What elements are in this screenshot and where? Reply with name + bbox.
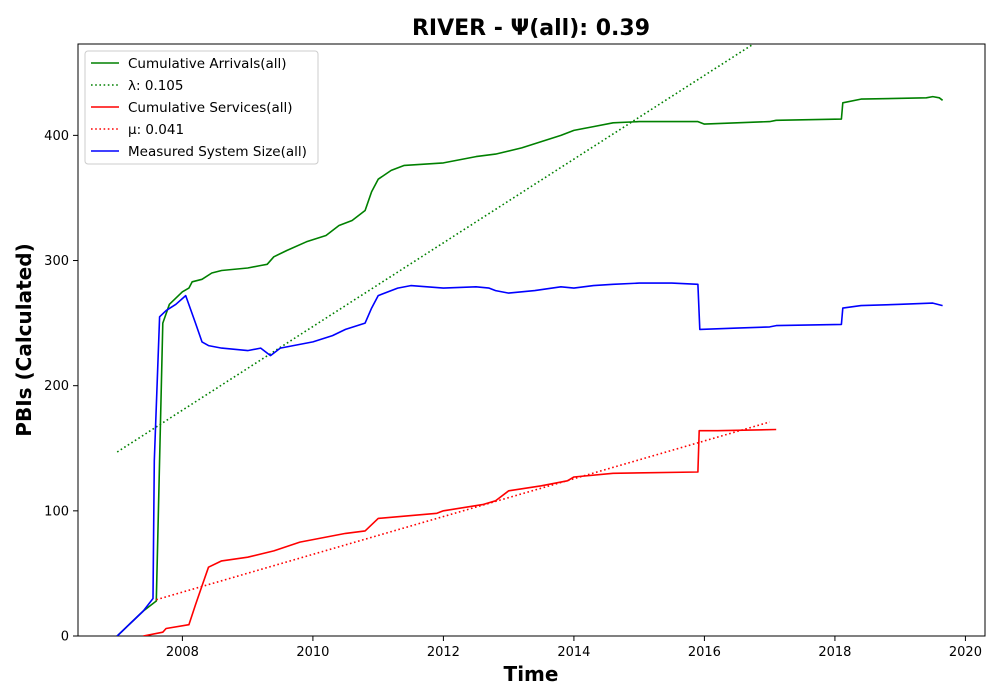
y-tick-label: 400 (44, 129, 69, 144)
y-tick-label: 100 (44, 504, 69, 519)
x-tick-label: 2010 (296, 645, 329, 660)
x-axis: 2008 2010 2012 2014 2016 2018 2020 (166, 636, 982, 660)
series-line-3 (156, 422, 769, 600)
legend-label: μ: 0.041 (128, 122, 184, 138)
legend-label: Measured System Size(all) (128, 144, 307, 160)
x-tick-label: 2008 (166, 645, 199, 660)
x-tick-label: 2016 (688, 645, 721, 660)
legend-label: λ: 0.105 (128, 78, 183, 94)
x-axis-label: Time (504, 662, 559, 686)
chart-title: RIVER - Ψ(all): 0.39 (412, 16, 650, 41)
legend-label: Cumulative Arrivals(all) (128, 56, 287, 72)
y-axis-label: PBIs (Calculated) (12, 243, 36, 436)
y-tick-label: 200 (44, 379, 69, 394)
x-tick-label: 2014 (557, 645, 590, 660)
x-tick-label: 2020 (949, 645, 982, 660)
legend-label: Cumulative Services(all) (128, 100, 293, 116)
series-line-2 (143, 430, 776, 637)
x-tick-label: 2018 (818, 645, 851, 660)
x-tick-label: 2012 (427, 645, 460, 660)
series-line-0 (117, 97, 942, 636)
legend: Cumulative Arrivals(all) λ: 0.105 Cumulati… (85, 51, 318, 164)
y-tick-label: 0 (61, 630, 69, 645)
y-tick-label: 300 (44, 254, 69, 269)
y-axis: 0 100 200 300 400 (44, 129, 78, 645)
series-line-4 (117, 283, 942, 636)
